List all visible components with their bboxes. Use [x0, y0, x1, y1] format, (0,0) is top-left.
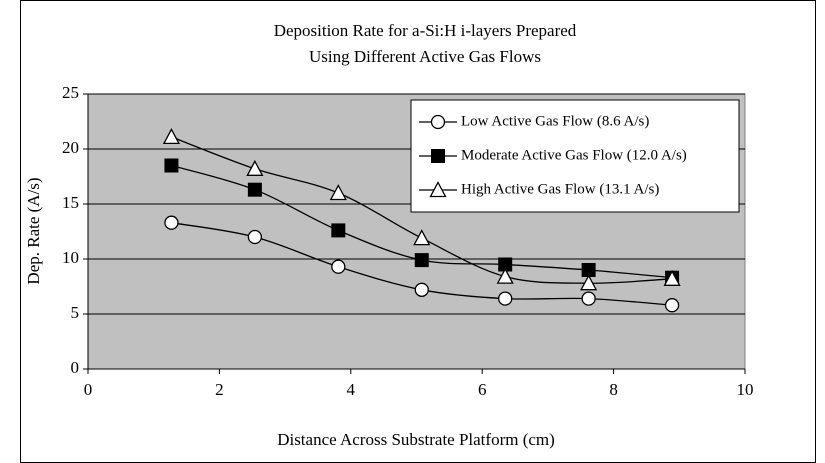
- x-tick-label: 6: [478, 380, 487, 399]
- legend-label: Low Active Gas Flow (8.6 A/s): [461, 113, 649, 129]
- x-tick-label: 0: [84, 380, 93, 399]
- x-tick-label: 8: [609, 380, 618, 399]
- data-point: [414, 282, 429, 297]
- legend-marker: [430, 114, 446, 130]
- legend-marker: [431, 149, 445, 163]
- data-point: [664, 298, 680, 313]
- legend-marker: [429, 181, 447, 198]
- x-tick-label: 4: [347, 380, 356, 399]
- data-point: [496, 267, 514, 284]
- x-tick-label: 2: [215, 380, 224, 399]
- legend-label: High Active Gas Flow (13.1 A/s): [461, 181, 659, 197]
- y-tick-label: 15: [62, 193, 79, 212]
- y-tick-label: 25: [62, 83, 79, 102]
- data-point: [329, 184, 347, 201]
- y-tick-label: 5: [71, 303, 80, 322]
- chart-title: Using Different Active Gas Flows: [309, 47, 541, 66]
- y-tick-label: 10: [62, 248, 79, 267]
- data-point: [246, 159, 264, 176]
- data-point: [247, 182, 262, 197]
- data-point: [331, 259, 346, 274]
- data-point: [331, 223, 346, 238]
- data-point: [162, 128, 181, 145]
- y-tick-label: 20: [62, 138, 79, 157]
- data-point: [413, 229, 431, 246]
- data-point: [164, 215, 179, 230]
- data-point: [663, 269, 681, 286]
- y-axis-label: Dep. Rate (A/s): [24, 177, 43, 284]
- chart-title: Deposition Rate for a-Si:H i-layers Prep…: [274, 21, 577, 40]
- data-point: [580, 274, 598, 291]
- y-tick-label: 0: [71, 358, 80, 377]
- legend-label: Moderate Active Gas Flow (12.0 A/s): [461, 147, 687, 163]
- data-point: [247, 229, 263, 245]
- data-point: [164, 158, 179, 173]
- x-axis-label: Distance Across Substrate Platform (cm): [277, 430, 555, 449]
- data-point: [498, 291, 513, 306]
- data-point: [581, 291, 596, 306]
- x-tick-label: 10: [737, 380, 754, 399]
- data-point: [414, 253, 429, 268]
- legend: [410, 99, 740, 213]
